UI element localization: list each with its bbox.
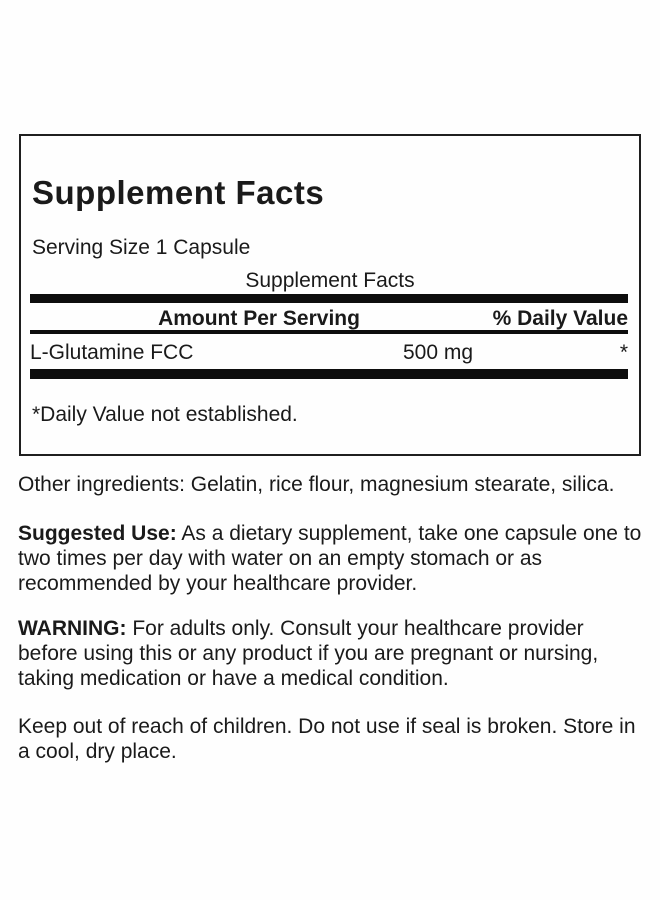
- suggested-use-paragraph: Suggested Use: As a dietary supplement, …: [18, 521, 642, 596]
- warning-label: WARNING:: [18, 617, 127, 640]
- facts-title: Supplement Facts: [32, 174, 325, 211]
- suggested-use-label: Suggested Use:: [18, 522, 177, 545]
- column-header-amount-per-serving: Amount Per Serving: [158, 307, 360, 330]
- table-header-row: Amount Per Serving % Daily Value: [30, 308, 628, 330]
- ingredient-name: L-Glutamine FCC: [30, 341, 194, 364]
- divider-bar-thick-top: [30, 294, 628, 303]
- divider-bar-thick-bottom: [30, 369, 628, 379]
- facts-panel: Supplement Facts Serving Size 1 Capsule …: [19, 134, 641, 456]
- storage-paragraph: Keep out of reach of children. Do not us…: [18, 715, 636, 763]
- ingredient-amount: 500 mg: [402, 341, 474, 364]
- column-header-daily-value: % Daily Value: [492, 307, 628, 330]
- table-row: L-Glutamine FCC 500 mg *: [30, 340, 628, 365]
- warning-text: For adults only. Consult your healthcare…: [18, 617, 599, 690]
- facts-caption: Supplement Facts: [245, 269, 415, 292]
- daily-value-footnote: *Daily Value not established.: [32, 403, 298, 426]
- info-block: Other ingredients: Gelatin, rice flour, …: [18, 472, 642, 764]
- ingredient-daily-value: *: [619, 341, 628, 364]
- other-ingredients-paragraph: Other ingredients: Gelatin, rice flour, …: [18, 473, 615, 496]
- divider-bar-thin: [30, 330, 628, 334]
- warning-paragraph: WARNING: For adults only. Consult your h…: [18, 616, 642, 691]
- serving-size: Serving Size 1 Capsule: [32, 236, 251, 259]
- suggested-use-text: As a dietary supplement, take one capsul…: [18, 522, 642, 595]
